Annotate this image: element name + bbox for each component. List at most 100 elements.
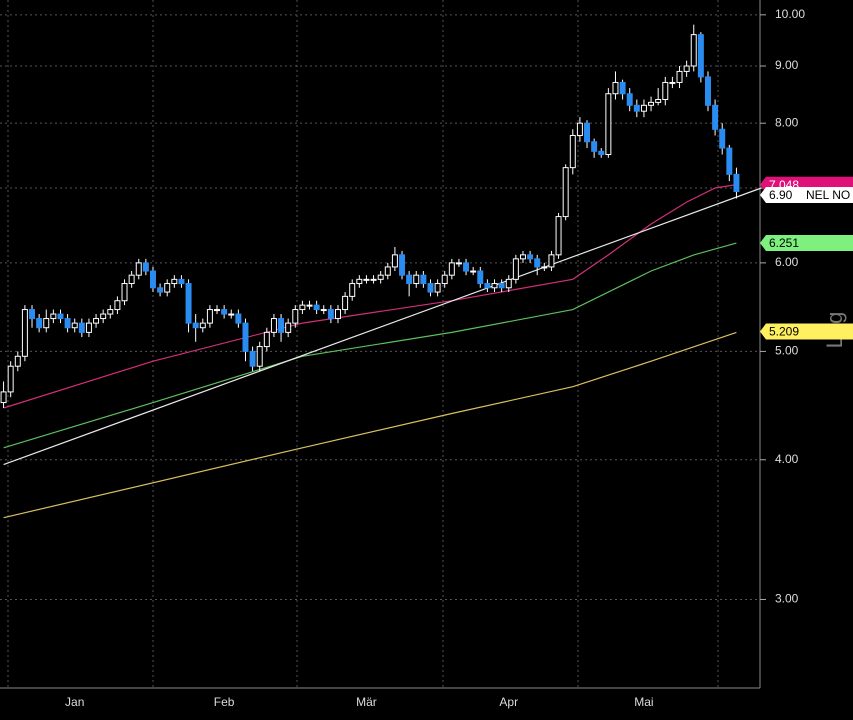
candle-body [541,266,548,269]
candle-body [199,322,206,329]
candle-body [441,274,448,285]
candle-body [726,147,733,175]
candle-body [697,34,704,78]
candle-body [242,322,249,352]
candle-body [391,254,398,268]
candle-body [157,287,164,293]
candle-body [413,274,420,285]
candle-body [285,322,292,333]
candle-body [299,304,306,311]
candle-body [292,309,299,324]
candle-body [178,278,185,285]
candle-body [64,318,71,329]
candle-body [648,101,655,106]
candle-body [107,309,114,315]
y-tick-label: 5.00 [775,344,799,358]
candle-body [640,104,647,112]
candle-body [135,262,142,276]
candle-body [562,167,569,218]
candle-body [263,331,270,348]
line-series [3,187,762,466]
candle-body [363,278,370,281]
candle-body [270,318,277,333]
candle-body [206,309,213,324]
candle-body [527,254,534,260]
candle-body [498,283,505,289]
candle-body [605,93,612,156]
x-tick-label: Apr [499,695,518,709]
last-price-tag-bg [760,187,853,204]
candle-body [491,283,498,289]
x-tick-label: Mai [634,695,653,709]
candle-body [100,313,107,320]
candle-body [477,270,484,285]
candle-body [235,313,242,324]
candle-body [512,258,519,280]
candle-body [320,309,327,312]
ticker-label: NEL NO [806,188,850,202]
candle-body [576,122,583,136]
candle-body [85,322,92,333]
candle-body [534,258,541,268]
candle-body [171,278,178,285]
candle-body [228,313,235,316]
candle-body [114,300,121,311]
candle-body [626,93,633,106]
candle-body [484,283,491,289]
candle-body [334,309,341,320]
candle-body [93,318,100,324]
y-tick-label: 6.00 [775,255,799,269]
candle-body [377,274,384,280]
candle-body [455,262,462,265]
candle-body [655,98,662,103]
candle-body [14,355,21,367]
line-series [3,331,737,519]
candle-body [690,34,697,67]
candle-body [21,309,28,357]
y-tick-label: 8.00 [775,115,799,129]
candle-body [548,254,555,268]
candle-body [519,254,526,260]
candle-body [712,104,719,130]
candle-body [704,76,711,106]
candle-body [612,81,619,95]
y-tick-label: 4.00 [775,452,799,466]
line-series [3,242,737,449]
candle-body [505,278,512,289]
candle-body [669,81,676,84]
candle-body [164,283,171,293]
candle-body [43,318,50,329]
candle-body [733,173,740,193]
candle-body [185,283,192,324]
candle-body [142,262,149,272]
candle-body [221,309,228,315]
candle-body [214,309,221,312]
candle-body [555,216,562,256]
candle-body [633,104,640,112]
candle-body [683,65,690,72]
candle-body [29,309,36,320]
price-tag-bg [760,234,853,251]
candle-body [7,365,14,393]
candle-body [342,295,349,311]
candle-body [591,141,598,152]
candle-body [57,313,64,320]
line-series [3,184,737,409]
candle-body [569,134,576,169]
candle-body [420,274,427,285]
candle-body [470,270,477,273]
candle-body [448,262,455,276]
x-tick-label: Jan [65,695,84,709]
candle-body [78,322,85,333]
y-tick-label: 10.00 [775,7,805,21]
candle-body [406,274,413,285]
price-tag-bg [760,323,853,340]
candle-body [619,81,626,95]
y-tick-label: 9.00 [775,58,799,72]
candle-body [0,391,7,404]
candle-body [598,150,605,156]
candle-body [370,278,377,281]
